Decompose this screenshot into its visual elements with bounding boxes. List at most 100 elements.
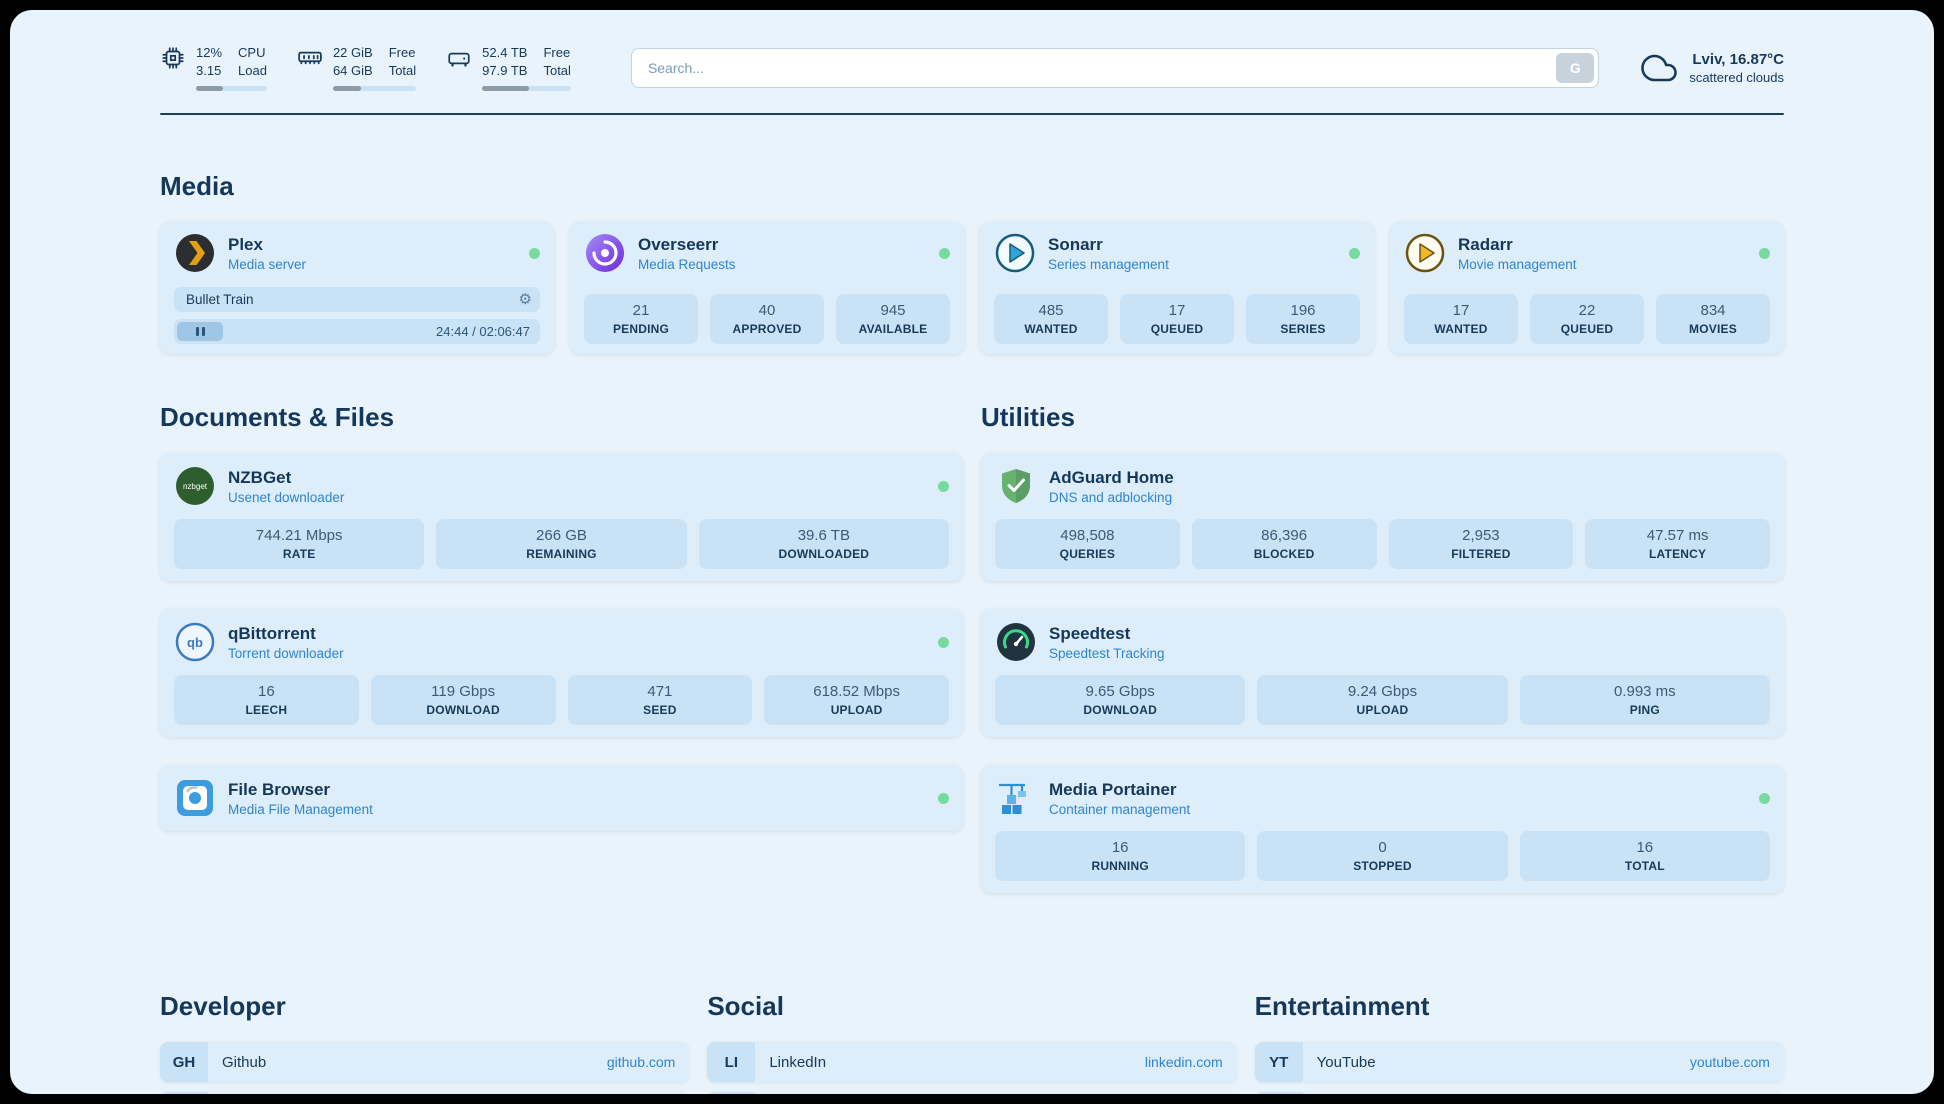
stat-label: LEECH [245, 703, 288, 718]
app-card-radarr[interactable]: Radarr Movie management 17 WANTED 22 QUE… [1390, 222, 1784, 355]
stat-tile: 266 GB REMAINING [436, 519, 687, 570]
bookmark-abbr: TW [707, 1092, 756, 1094]
app-name: Sonarr [1048, 234, 1103, 254]
stat-label: WANTED [1024, 322, 1078, 337]
bookmark-abbr: YT [1254, 1042, 1303, 1083]
app-card-overseerr[interactable]: Overseerr Media Requests 21 PENDING 40 A… [570, 222, 964, 355]
stat-value: 17 [1168, 302, 1186, 320]
stat-tile: 834 MOVIES [1656, 294, 1770, 345]
status-dot [1759, 792, 1770, 804]
stat-label: UPLOAD [830, 703, 883, 718]
bookmark-url: github.com [606, 1054, 676, 1071]
now-playing-bar: Bullet Train ⚙ [174, 287, 540, 313]
status-dot [1349, 247, 1360, 259]
bookmark-linkedin[interactable]: LI LinkedIn linkedin.com [707, 1042, 1237, 1083]
status-dot [1759, 247, 1770, 259]
status-dot [938, 480, 949, 492]
stat-label: FILTERED [1451, 547, 1511, 562]
stat-label: REMAINING [526, 547, 597, 562]
stat-label: DOWNLOAD [1083, 703, 1157, 718]
disk-label: Free [543, 45, 571, 60]
bookmark-name: LinkedIn [769, 1053, 827, 1071]
stat-label: UPLOAD [1356, 703, 1409, 718]
stat-tile: 498,508 QUERIES [995, 519, 1180, 570]
stat-value: 16 [1111, 839, 1129, 857]
stat-value: 39.6 TB [797, 527, 850, 545]
bookmark-stackoverflow[interactable]: SO StackOverflow stackoverflow.com [160, 1092, 690, 1094]
player-progress-bar[interactable]: 24:44 / 02:06:47 [174, 319, 540, 345]
stat-tile: 17 WANTED [1404, 294, 1518, 345]
stat-tile: 119 Gbps DOWNLOAD [370, 675, 556, 726]
nzbget-icon: nzbget [174, 465, 216, 507]
app-subtitle: DNS and adblocking [1049, 489, 1173, 505]
ram-bar [332, 86, 417, 92]
search-engine-button[interactable]: G [1556, 52, 1595, 83]
stat-label: DOWNLOAD [426, 703, 500, 718]
stat-label: QUEUED [1560, 322, 1614, 337]
gear-icon[interactable]: ⚙ [518, 291, 532, 309]
app-card-sonarr[interactable]: Sonarr Series management 485 WANTED 17 Q… [980, 222, 1374, 355]
weather-condition: scattered clouds [1689, 69, 1784, 85]
stat-label: TOTAL [1624, 859, 1665, 874]
stat-value: 196 [1290, 302, 1316, 320]
status-dot [938, 792, 949, 804]
stat-label: BLOCKED [1253, 547, 1315, 562]
filebrowser-icon [174, 777, 216, 819]
stat-tile: 485 WANTED [994, 294, 1108, 345]
app-card-portainer[interactable]: Media Portainer Container management 16 … [981, 765, 1784, 894]
stat-label: QUEUED [1150, 322, 1204, 337]
app-card-qbittorrent[interactable]: qb qBittorrent Torrent downloader 16 LEE… [160, 609, 963, 738]
cloud-icon [1641, 50, 1678, 86]
qbittorrent-icon: qb [174, 621, 216, 663]
stat-value: 266 GB [536, 527, 587, 545]
bookmark-youtube[interactable]: YT YouTube youtube.com [1254, 1042, 1784, 1083]
stat-label: AVAILABLE [858, 322, 928, 337]
app-subtitle: Speedtest Tracking [1049, 645, 1165, 661]
cpu-bar [196, 86, 267, 92]
stat-label: SERIES [1280, 322, 1326, 337]
stat-tile: 16 LEECH [174, 675, 359, 726]
bookmark-netflix[interactable]: NF Netflix netflix.com [1254, 1092, 1784, 1094]
disk-labels: Free Total [543, 44, 570, 80]
stat-tile: 40 APPROVED [710, 294, 824, 345]
stat-label: APPROVED [732, 322, 802, 337]
app-card-filebrowser[interactable]: File Browser Media File Management [160, 765, 963, 832]
sonarr-icon [994, 232, 1036, 274]
app-card-speedtest[interactable]: Speedtest Speedtest Tracking 9.65 Gbps D… [981, 609, 1784, 738]
stat-value: 22 [1578, 302, 1596, 320]
ram-icon [297, 45, 323, 71]
disk-icon [446, 45, 472, 71]
section-title-social: Social [707, 991, 784, 1022]
bookmark-name: YouTube [1316, 1053, 1376, 1071]
section-title-developer: Developer [160, 991, 286, 1022]
bookmark-url: youtube.com [1689, 1054, 1770, 1071]
stat-tile: 0 STOPPED [1257, 831, 1508, 882]
bookmark-github[interactable]: GH Github github.com [160, 1042, 690, 1083]
app-subtitle: Usenet downloader [228, 489, 345, 505]
app-card-plex[interactable]: Plex Media server Bullet Train ⚙ 24:44 /… [160, 222, 554, 355]
documents-column: Documents & Files nzbget NZBGet Usenet d… [160, 354, 963, 859]
stat-label: SEED [643, 703, 677, 718]
cpu-widget: 12% 3.15 CPU Load [160, 44, 267, 92]
bookmark-twitter[interactable]: TW Twitter twitter.com [707, 1092, 1237, 1094]
search-input[interactable] [630, 47, 1600, 88]
cpu-values: 12% 3.15 [196, 44, 222, 80]
stat-tile: 16 RUNNING [995, 831, 1246, 882]
svg-text:nzbget: nzbget [183, 482, 208, 491]
stat-label: PING [1629, 703, 1660, 718]
disk-widget: 52.4 TB 97.9 TB Free Total [446, 44, 571, 92]
bookmarks-social: Social LI LinkedIn linkedin.com TW Twitt… [707, 921, 1237, 1094]
stat-tile: 0.993 ms PING [1519, 675, 1770, 726]
stat-value: 471 [647, 683, 673, 701]
svg-text:qb: qb [187, 635, 203, 650]
pause-button[interactable] [177, 322, 223, 342]
ram-label: Free [388, 45, 416, 60]
status-dot [529, 247, 540, 259]
stat-value: 2,953 [1462, 527, 1500, 545]
bookmark-name: Github [222, 1053, 267, 1071]
app-card-nzbget[interactable]: nzbget NZBGet Usenet downloader 744.21 M… [160, 453, 963, 582]
app-name: qBittorrent [228, 623, 316, 643]
adguard-icon [995, 465, 1037, 507]
app-card-adguard[interactable]: AdGuard Home DNS and adblocking 498,508 … [981, 453, 1784, 582]
disk-total-value: 97.9 TB [482, 63, 528, 79]
